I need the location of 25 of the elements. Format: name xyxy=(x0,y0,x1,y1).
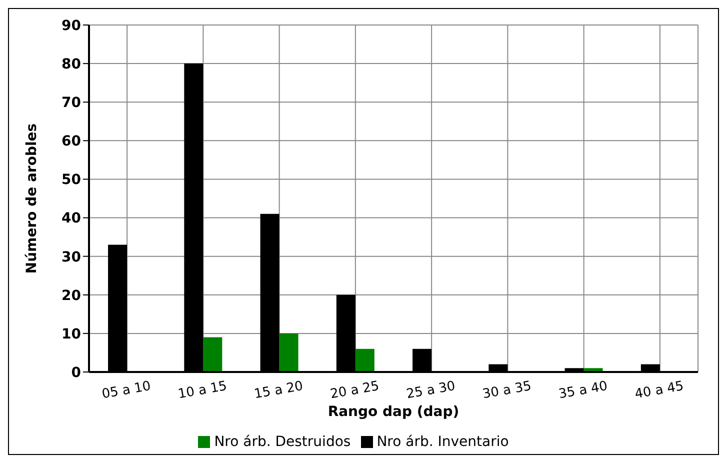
x-tick-label: 40 a 45 xyxy=(634,378,685,402)
bar xyxy=(203,337,222,372)
bar xyxy=(355,348,374,372)
x-tick-label: 25 a 30 xyxy=(405,378,457,402)
x-tick-label: 35 a 40 xyxy=(558,378,609,402)
legend-label: Nro árb. Inventario xyxy=(376,434,509,450)
x-tick-label: 30 a 35 xyxy=(481,378,533,402)
y-tick-label: 20 xyxy=(62,288,82,304)
y-tick-label: 80 xyxy=(62,56,82,73)
x-axis-title: Rango dap (dap) xyxy=(328,404,460,420)
y-tick-label: 30 xyxy=(62,249,82,266)
y-tick-label: 70 xyxy=(62,95,82,112)
y-tick-label: 10 xyxy=(62,326,82,342)
y-tick-label: 90 xyxy=(62,18,82,34)
x-tick-label: 10 a 15 xyxy=(176,378,228,402)
x-tick-label: 15 a 20 xyxy=(253,378,304,402)
y-tick-label: 60 xyxy=(62,134,82,150)
y-tick-label: 50 xyxy=(62,172,82,188)
x-tick-label: 05 a 10 xyxy=(100,378,152,402)
y-tick-label: 0 xyxy=(71,364,82,381)
legend-label: Nro árb. Destruidos xyxy=(214,434,351,450)
y-tick-label: 40 xyxy=(62,210,82,227)
bar xyxy=(279,333,298,372)
x-tick-label: 20 a 25 xyxy=(329,378,380,402)
y-axis-title: Número de arobles xyxy=(24,123,40,274)
